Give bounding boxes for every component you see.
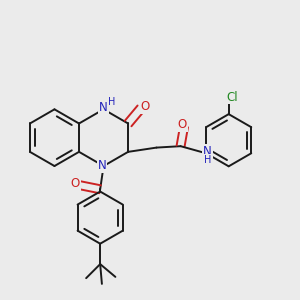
Text: O: O [140, 100, 149, 113]
Text: N: N [99, 101, 108, 114]
Text: O: O [70, 177, 80, 190]
Text: Cl: Cl [227, 91, 239, 103]
Text: O: O [178, 118, 187, 131]
Text: N: N [98, 159, 106, 172]
Text: H: H [108, 97, 115, 106]
Text: N: N [203, 145, 212, 158]
Text: H: H [204, 155, 211, 165]
